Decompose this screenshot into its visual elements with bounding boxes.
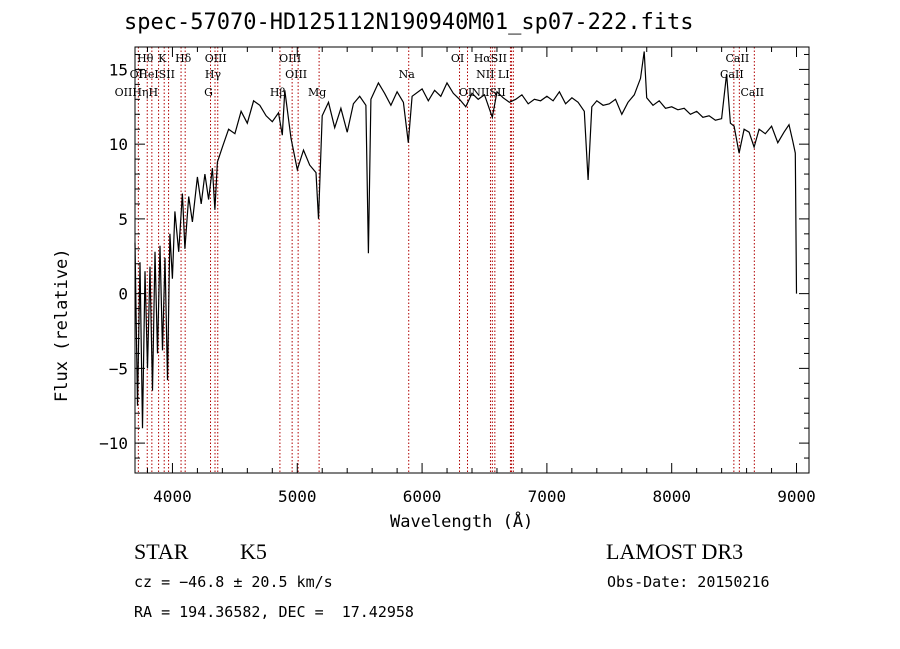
coordinates: RA = 194.36582, DEC = 17.42958 [134,603,414,621]
spectral-line-label: OI [130,68,143,81]
spectral-line-label: NIISII [471,86,506,99]
x-tick-label: 9000 [777,487,816,506]
obs-date: Obs-Date: 20150216 [607,573,770,591]
spectral-line-label: OIIHηH [115,86,158,99]
spectral-line-label: OIII [285,68,307,81]
chart-title: spec-57070-HD125112N190940M01_sp07-222.f… [124,10,694,35]
spectral-line-label: Hβ [270,86,286,99]
spectral-line-label: Hγ [205,68,222,81]
spectral-line-label: OIII [205,52,227,65]
y-tick-label: −5 [109,359,128,378]
spectral-line-label: NII LI [476,68,509,81]
spectral-line-label: Hθ [137,52,154,65]
y-tick-label: −10 [99,434,128,453]
y-tick-label: 10 [109,135,128,154]
object-class: STAR [134,539,189,564]
spectral-line-label: HαSII [474,52,507,65]
x-axis-label: Wavelength (Å) [390,512,534,532]
axis-ticks [135,47,809,473]
x-tick-label: 6000 [403,487,442,506]
spectral-line-label: OI [459,86,472,99]
x-tick-label: 5000 [278,487,317,506]
axis-tick-labels: 4000 5000 6000 7000 8000 9000 −10 −5 0 5 10 15 [99,60,816,506]
redshift-cz: cz = −46.8 ± 20.5 km/s [134,573,333,591]
spectral-line-markers [137,47,755,473]
spectral-line-label: CaII [740,86,764,99]
spectral-line-label: OI [451,52,464,65]
x-tick-label: 7000 [528,487,567,506]
spectral-line-label: Mg [308,86,326,99]
spectral-line-label: CaII [726,52,750,65]
spectral-line-label: Na [399,68,416,81]
y-tick-label: 0 [118,285,128,304]
spectral-line-label: CaII [720,68,744,81]
object-subclass: K5 [240,539,267,564]
x-tick-label: 8000 [652,487,691,506]
spectral-line-label: Hδ [175,52,192,65]
y-axis-label-text: Flux (relative) [52,248,72,402]
spectral-line-label: HeISII [138,68,175,81]
plot-frame [134,46,810,474]
spectrum-series-line [134,51,798,429]
spectral-line-label: OIII [279,52,301,65]
y-tick-label: 5 [118,210,128,229]
spectral-line-label: K [158,52,167,65]
x-tick-label: 4000 [153,487,192,506]
spectral-line-label: G [204,86,213,99]
y-tick-label: 15 [109,60,128,79]
survey-name: LAMOST DR3 [606,539,744,564]
